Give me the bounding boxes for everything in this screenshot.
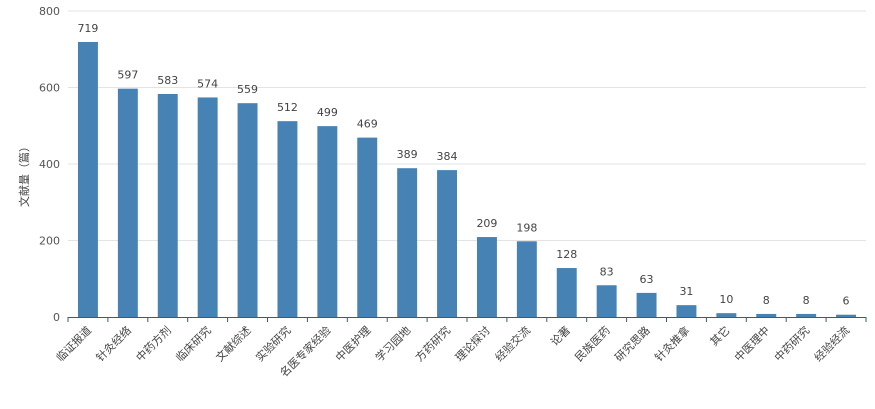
- bar-value-label: 384: [437, 150, 458, 163]
- bar: [796, 313, 817, 317]
- bar: [117, 88, 138, 318]
- bar-value-label: 389: [397, 148, 418, 161]
- y-tick-label: 200: [39, 235, 60, 248]
- x-category-label: 实验研究: [253, 323, 294, 364]
- x-category-label: 其它: [707, 323, 732, 348]
- x-category-label: 论著: [547, 323, 572, 348]
- x-category-label: 临证报道: [53, 323, 94, 364]
- bar: [516, 241, 537, 317]
- bar: [756, 313, 777, 317]
- x-category-label: 中医护理: [332, 323, 373, 364]
- x-category-label: 经验经流: [811, 323, 852, 364]
- bar: [317, 126, 338, 317]
- bar: [157, 94, 178, 317]
- y-axis-ticks: 0 200 400 600 800: [39, 5, 60, 324]
- x-category-label: 文献综述: [213, 323, 254, 364]
- y-axis-label: 文献量（篇）: [17, 141, 31, 207]
- x-category-label: 方药研究: [412, 323, 453, 364]
- x-category-label: 理论探讨: [452, 323, 493, 364]
- y-tick-label: 400: [39, 158, 60, 171]
- bar-value-label: 128: [556, 248, 577, 261]
- bar-value-label: 31: [679, 285, 693, 298]
- bar-value-label: 63: [640, 273, 654, 286]
- bar-value-label: 8: [803, 294, 810, 307]
- bar: [476, 237, 497, 317]
- x-category-label: 学习园地: [372, 323, 413, 364]
- bar: [397, 168, 418, 317]
- bar: [277, 121, 298, 317]
- x-category-label: 临床研究: [173, 323, 214, 364]
- bar-value-label: 83: [600, 265, 614, 278]
- y-tick-label: 600: [39, 82, 60, 95]
- bar-value-label: 499: [317, 106, 338, 119]
- bar: [237, 103, 258, 318]
- bar-value-label: 597: [117, 69, 138, 82]
- bars: [77, 41, 857, 318]
- x-category-label: 针灸推拿: [652, 323, 693, 364]
- bar-value-label: 512: [277, 101, 298, 114]
- bar-value-label: 10: [719, 293, 733, 306]
- x-category-label: 针灸经络: [93, 323, 134, 364]
- x-category-label: 中药方剂: [133, 323, 174, 364]
- bar-value-label: 719: [77, 22, 98, 35]
- bar-value-label: 6: [843, 295, 850, 308]
- bar: [676, 305, 697, 317]
- bar: [556, 268, 577, 317]
- bar: [197, 97, 218, 317]
- bar-value-label: 559: [237, 83, 258, 96]
- bar-value-label: 574: [197, 77, 218, 90]
- x-category-label: 中药研究: [771, 323, 812, 364]
- bar-value-label: 469: [357, 118, 378, 131]
- y-tick-label: 0: [53, 311, 60, 324]
- bar: [716, 313, 737, 317]
- bar-value-label: 198: [516, 221, 537, 234]
- x-category-label: 经验交流: [492, 323, 533, 364]
- x-category-label: 中医理中: [732, 324, 772, 364]
- bar: [836, 314, 857, 317]
- data-labels: 719 597 583 574 559 512 499 469 389 384 209 198 128 8…: [77, 22, 849, 308]
- x-category-label: 研究思路: [612, 323, 653, 364]
- y-tick-label: 800: [39, 5, 60, 18]
- bar-value-label: 8: [763, 294, 770, 307]
- bar: [357, 137, 378, 317]
- bar: [596, 285, 617, 317]
- x-category-label: 民族医药: [572, 323, 613, 364]
- bar: [636, 292, 657, 317]
- bar: [437, 170, 458, 317]
- bar-value-label: 583: [157, 74, 178, 87]
- grid-lines: [68, 10, 866, 241]
- bar: [77, 41, 98, 318]
- bar-value-label: 209: [476, 217, 497, 230]
